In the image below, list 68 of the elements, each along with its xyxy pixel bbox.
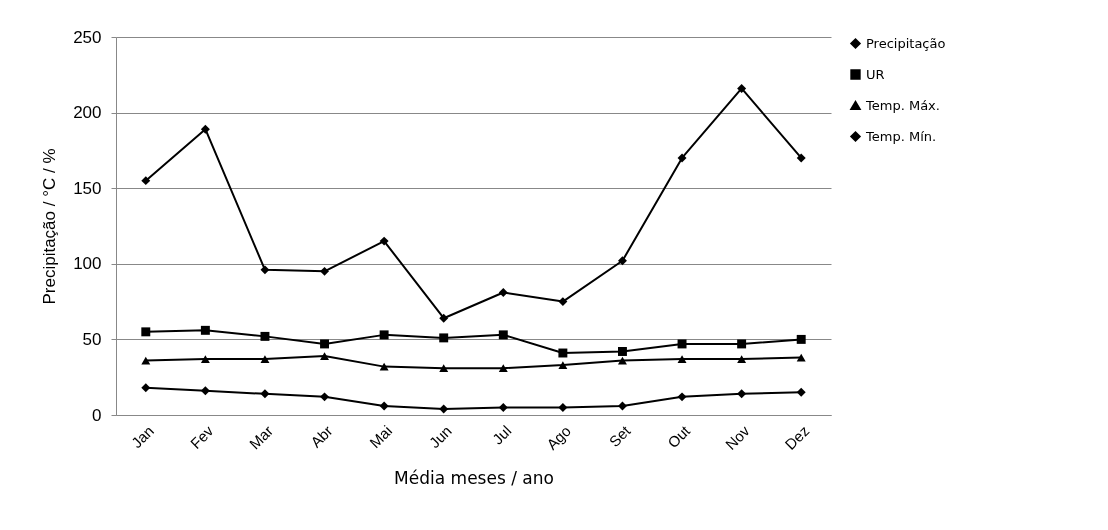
x-tick-label: Fev <box>186 421 217 452</box>
point <box>260 389 270 399</box>
point <box>379 236 389 246</box>
point <box>796 387 806 397</box>
x-tick-label: Nov <box>721 421 754 453</box>
point <box>379 401 389 411</box>
point <box>141 327 151 337</box>
point <box>498 402 508 412</box>
point <box>737 389 747 399</box>
point <box>796 153 806 163</box>
x-tick-label: Jul <box>488 422 515 448</box>
point <box>677 153 687 163</box>
point <box>796 334 806 344</box>
point <box>260 331 270 341</box>
x-tick-label: Out <box>664 421 694 452</box>
point <box>439 333 449 343</box>
point <box>200 325 210 335</box>
y-axis-title: Precipitação / °C / % <box>40 148 60 305</box>
y-tick-label: 250 <box>73 27 102 47</box>
x-tick-label: Ago <box>543 422 574 453</box>
legend-label: Precipitação <box>866 35 946 51</box>
x-tick-label: Dez <box>781 422 813 453</box>
point <box>260 355 270 363</box>
x-tick-label: Jun <box>425 422 455 452</box>
point <box>737 339 747 349</box>
point <box>320 339 330 349</box>
point <box>200 355 210 363</box>
point <box>439 313 449 323</box>
legend-label: Temp. Máx. <box>865 97 940 113</box>
point <box>498 288 508 297</box>
point <box>439 404 449 414</box>
point <box>558 402 568 412</box>
point <box>439 364 449 372</box>
y-tick-label: 200 <box>73 103 102 123</box>
point <box>141 176 151 186</box>
y-tick-label: 150 <box>73 178 102 198</box>
y-tick-label: 50 <box>82 329 102 349</box>
x-tick-label: Set <box>605 421 635 451</box>
legend-label: Temp. Mín. <box>865 128 937 144</box>
point <box>617 347 627 356</box>
legend-label: UR <box>866 66 885 82</box>
point <box>558 361 568 369</box>
x-axis-title: Média meses / ano <box>394 467 554 488</box>
point <box>617 401 627 411</box>
point <box>558 348 568 358</box>
point <box>200 124 210 134</box>
point <box>379 330 389 340</box>
point <box>320 352 330 360</box>
x-tick-label: Abr <box>307 422 336 451</box>
point <box>558 297 568 307</box>
point <box>260 265 270 275</box>
point <box>320 392 330 402</box>
x-tick-label: Mai <box>366 422 396 452</box>
point <box>200 386 210 396</box>
point <box>677 355 687 363</box>
point <box>320 266 330 276</box>
point <box>737 355 747 363</box>
point <box>498 364 508 372</box>
point <box>498 330 508 340</box>
y-tick-label: 0 <box>92 405 102 425</box>
x-tick-label: Mar <box>245 422 277 453</box>
point <box>617 256 627 266</box>
point <box>677 339 687 349</box>
y-tick-label: 100 <box>73 254 102 274</box>
point <box>677 392 687 402</box>
point <box>141 383 151 393</box>
point <box>737 83 747 93</box>
x-tick-label: Jan <box>127 422 157 452</box>
